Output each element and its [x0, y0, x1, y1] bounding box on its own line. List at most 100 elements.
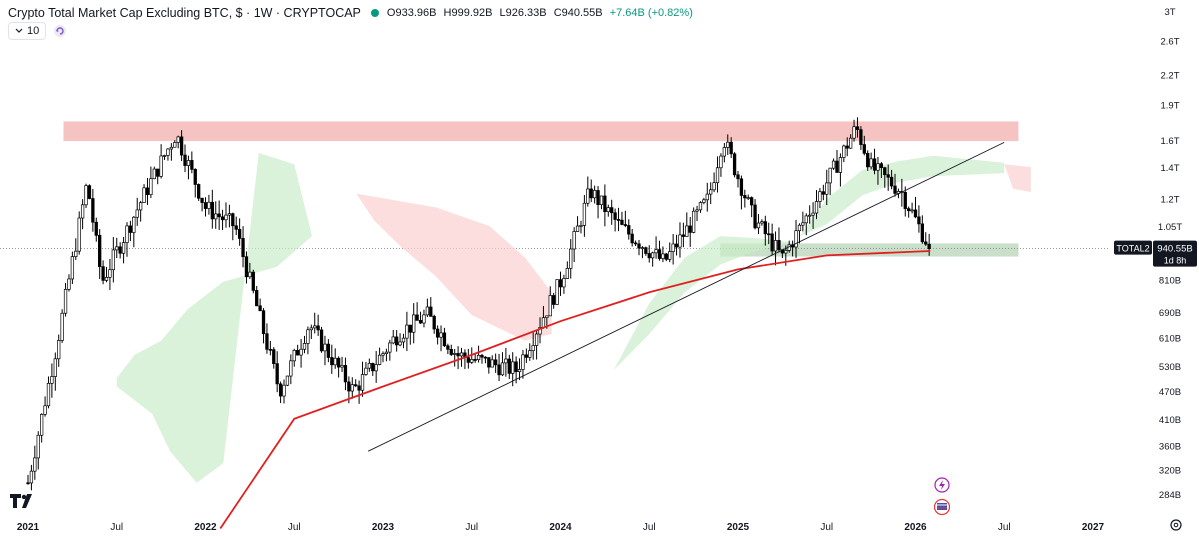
- candle-body: [644, 247, 648, 254]
- indicator-count: 10: [27, 25, 40, 37]
- candle-body: [743, 195, 747, 199]
- candle-body: [255, 290, 259, 307]
- candle-body: [306, 329, 310, 344]
- price-badge-text: 940.55B: [1157, 244, 1192, 255]
- candle-body: [29, 470, 34, 484]
- candle-body: [825, 182, 829, 195]
- candle-body: [377, 354, 382, 365]
- candle-body: [848, 137, 853, 149]
- candle-body: [104, 276, 109, 281]
- candle-body: [603, 195, 607, 213]
- candle-body: [770, 233, 774, 252]
- candle-body: [162, 155, 167, 157]
- candle-body: [80, 204, 85, 219]
- candle-body: [282, 384, 286, 397]
- candle-body: [852, 126, 856, 139]
- gear-outer: [1170, 519, 1182, 531]
- candle-body: [446, 345, 450, 350]
- candle-body: [395, 336, 399, 346]
- candle-body: [138, 202, 143, 211]
- candle-body: [773, 240, 778, 252]
- candle-body: [555, 279, 559, 305]
- resistance-zone: [63, 121, 1019, 142]
- candle-body: [401, 337, 406, 343]
- candle-body: [169, 146, 174, 150]
- candle-body: [889, 176, 894, 187]
- candle-body: [470, 359, 474, 363]
- candle-body: [517, 369, 522, 373]
- candle-body: [125, 225, 129, 243]
- candle-body: [500, 362, 505, 376]
- candle-body: [459, 352, 464, 357]
- flag-field: [937, 503, 947, 510]
- candle-body: [562, 278, 566, 288]
- candle-body: [818, 191, 822, 202]
- candle-body: [77, 217, 81, 252]
- candle-body: [343, 365, 348, 383]
- candle-body: [319, 329, 324, 352]
- candle-body: [661, 253, 665, 259]
- candle-body: [405, 324, 409, 339]
- candle-body: [910, 209, 914, 212]
- candle-body: [43, 405, 47, 415]
- candle-body: [862, 144, 866, 154]
- candle-body: [654, 249, 658, 254]
- candle-body: [272, 349, 276, 365]
- symbol-title[interactable]: Crypto Total Market Cap Excluding BTC, $…: [8, 6, 361, 20]
- candle-body: [719, 155, 723, 169]
- candle-body: [592, 190, 597, 199]
- candle-body: [220, 216, 225, 221]
- candle-body: [340, 365, 344, 368]
- candle-body: [548, 295, 552, 317]
- candle-body: [354, 384, 358, 387]
- candle-body: [50, 376, 54, 384]
- candle-body: [691, 210, 696, 233]
- symbol-badge: [1114, 240, 1152, 255]
- candle-body: [907, 208, 911, 212]
- refresh-icon[interactable]: [52, 23, 68, 39]
- indicator-collapse-pill[interactable]: 10: [8, 22, 47, 40]
- candle-body: [412, 314, 416, 333]
- candle-body: [237, 228, 242, 239]
- candle-body: [46, 382, 51, 407]
- candle-body: [63, 288, 68, 314]
- candle-body: [924, 241, 928, 245]
- candle-body: [258, 305, 262, 312]
- x-tick-label: 2026: [904, 522, 927, 533]
- candle-body: [67, 278, 71, 290]
- candle-body: [289, 360, 293, 377]
- trend-line: [368, 141, 1005, 452]
- candle-body: [579, 225, 583, 227]
- candle-body: [115, 246, 119, 251]
- candle-body: [381, 353, 385, 356]
- candle-body: [497, 364, 501, 376]
- candle-body: [589, 188, 593, 199]
- candle-body: [511, 361, 515, 374]
- cloud-area-4: [1004, 164, 1031, 193]
- candle-body: [111, 249, 115, 271]
- candle-body: [179, 136, 184, 156]
- y-tick-label: 470B: [1159, 387, 1181, 398]
- candle-body: [374, 364, 378, 372]
- candle-body: [449, 348, 453, 355]
- close-value: 940.55B: [561, 7, 603, 19]
- candle-body: [197, 184, 201, 199]
- candle-body: [541, 317, 546, 328]
- y-tick-label: 1.9T: [1160, 101, 1179, 112]
- candle-body: [804, 215, 808, 224]
- y-tick-label: 1.2T: [1160, 195, 1179, 206]
- logo-part: [21, 494, 27, 500]
- candle-body: [698, 202, 703, 211]
- candle-body: [108, 269, 112, 278]
- candle-body: [435, 328, 440, 338]
- candle-body: [248, 271, 252, 278]
- candle-body: [732, 153, 737, 176]
- candle-body: [336, 357, 341, 368]
- candle-body: [712, 182, 716, 191]
- candle-body: [429, 306, 433, 317]
- candle-body: [156, 168, 160, 177]
- candle-body: [767, 233, 771, 236]
- candle-body: [493, 359, 498, 366]
- candle-body: [476, 354, 481, 360]
